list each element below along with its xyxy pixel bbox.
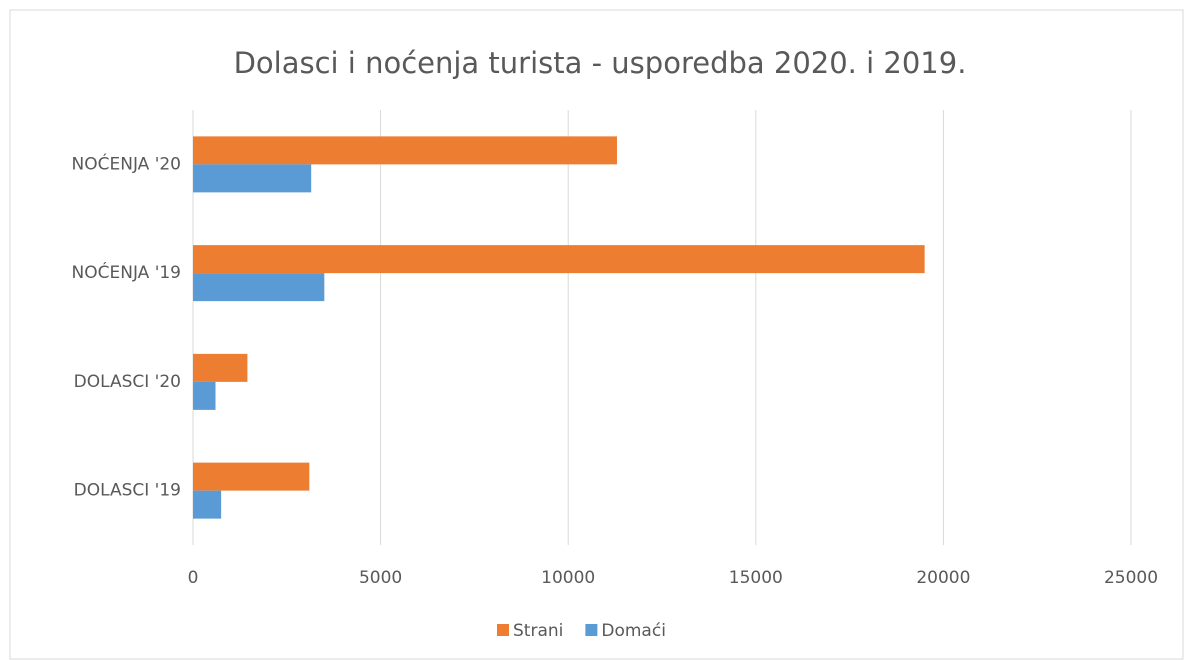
x-tick-label: 0 — [188, 568, 199, 588]
bar — [193, 245, 925, 274]
y-tick-label: NOĆENJA '20 — [72, 152, 181, 174]
legend-swatch — [585, 624, 598, 636]
bar — [193, 353, 248, 382]
bar — [193, 462, 310, 491]
legend-swatch — [497, 624, 509, 636]
chart-border — [9, 9, 1184, 660]
x-tick-label: 20000 — [916, 568, 970, 588]
bar — [193, 164, 312, 193]
y-tick-label: DOLASCI '20 — [74, 372, 181, 392]
bar — [193, 490, 222, 519]
bar — [193, 381, 216, 410]
bar — [193, 136, 617, 165]
x-tick-label: 15000 — [729, 568, 783, 588]
bar — [193, 273, 325, 302]
x-tick-label: 5000 — [359, 568, 402, 588]
legend-label: Domaći — [601, 621, 666, 641]
y-tick-label: DOLASCI '19 — [74, 481, 181, 501]
chart-title: Dolasci i noćenja turista - usporedba 20… — [234, 46, 967, 80]
x-tick-label: 25000 — [1104, 568, 1158, 588]
legend-label: Strani — [513, 621, 563, 641]
y-tick-label: NOĆENJA '19 — [72, 261, 181, 283]
x-tick-label: 10000 — [541, 568, 595, 588]
